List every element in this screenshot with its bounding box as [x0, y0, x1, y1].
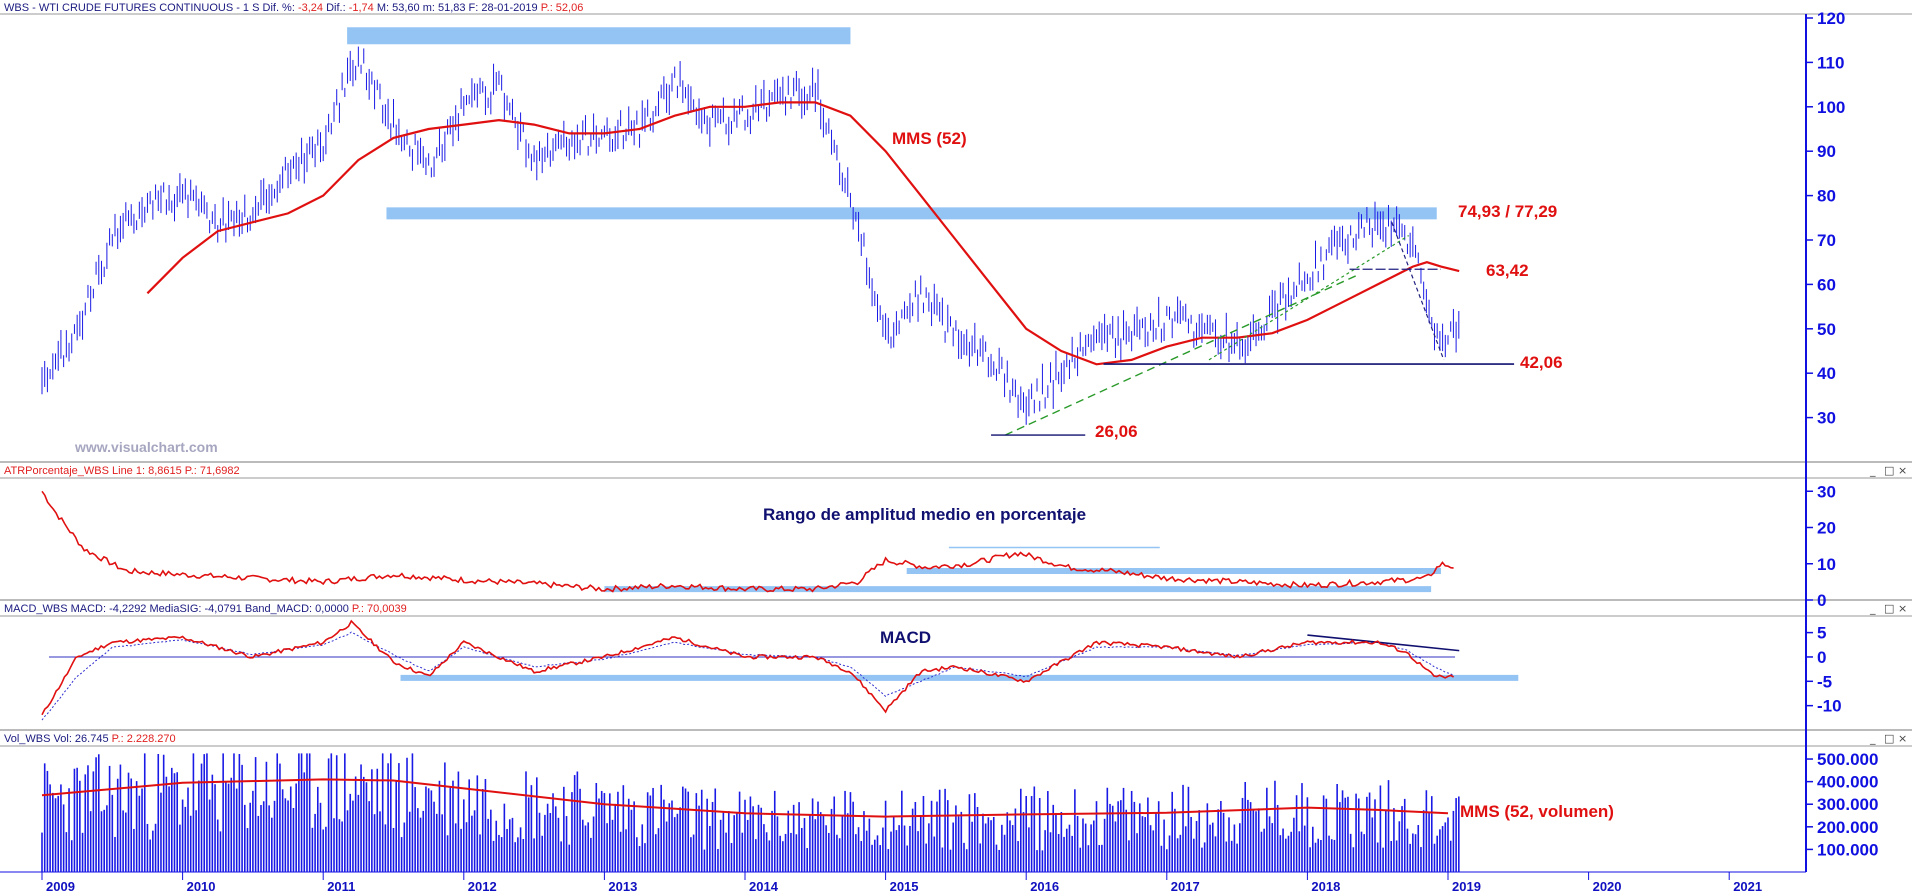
- x-axis-year-label: 2013: [608, 879, 637, 892]
- watermark: www.visualchart.com: [74, 439, 218, 455]
- price-axis-tick-label: 80: [1817, 187, 1836, 206]
- price-axis-tick-label: 120: [1817, 9, 1845, 28]
- price-panel-title: WBS - WTI CRUDE FUTURES CONTINUOUS - 1 S…: [4, 2, 583, 14]
- close-icon[interactable]: ×: [1898, 602, 1907, 615]
- volume-axis-tick-label: 200.000: [1817, 818, 1878, 837]
- ma52-label: MMS (52): [892, 129, 967, 148]
- volume-axis-tick-label: 500.000: [1817, 750, 1878, 769]
- macd-axis-tick-label: -10: [1817, 697, 1842, 716]
- x-axis-year-label: 2018: [1311, 879, 1340, 892]
- atr-zone-mid: [906, 568, 1441, 574]
- volume-ma-line: [41, 778, 1449, 818]
- ma52-line: [146, 101, 1460, 366]
- price-axis-tick-label: 30: [1817, 409, 1836, 428]
- minimize-icon[interactable]: _: [1869, 602, 1876, 615]
- x-axis-year-label: 2021: [1733, 879, 1762, 892]
- restore-icon[interactable]: □: [1884, 732, 1894, 745]
- minimize-icon[interactable]: _: [1869, 732, 1876, 745]
- price-axis-tick-label: 110: [1817, 53, 1844, 72]
- volume-axis-tick-label: 300.000: [1817, 795, 1878, 814]
- price-axis-tick-label: 40: [1817, 364, 1836, 383]
- macd-axis-tick-label: -5: [1817, 672, 1832, 691]
- level-high-label: 74,93 / 77,29: [1458, 202, 1557, 221]
- minimize-icon[interactable]: _: [1869, 464, 1876, 477]
- atr-axis-tick-label: 0: [1817, 591, 1826, 610]
- atr-line: [41, 490, 1454, 593]
- volume-window-controls[interactable]: _ □ ×: [1869, 732, 1907, 745]
- x-axis-year-label: 2009: [46, 879, 75, 892]
- price-axis-tick-label: 70: [1817, 231, 1836, 250]
- macd-line: [41, 619, 1454, 716]
- level-min-label: 26,06: [1095, 422, 1138, 441]
- atr-axis-tick-label: 10: [1817, 555, 1836, 574]
- x-axis-year-label: 2010: [187, 879, 216, 892]
- trendline-down: [1391, 222, 1445, 361]
- resistance-zone-top: [347, 27, 851, 45]
- atr-zone-low: [604, 586, 1432, 593]
- volume-panel-title: Vol_WBS Vol: 26.745 P.: 2.228.270: [4, 733, 176, 745]
- x-axis-year-label: 2020: [1593, 879, 1622, 892]
- x-axis-year-label: 2017: [1171, 879, 1200, 892]
- price-axis-tick-label: 100: [1817, 98, 1845, 117]
- macd-zone: [400, 674, 1519, 681]
- x-axis-year-label: 2015: [890, 879, 919, 892]
- atr-window-controls[interactable]: _ □ ×: [1869, 464, 1907, 477]
- volume-ma-label: MMS (52, volumen): [1460, 802, 1614, 821]
- level-mid-label: 63,42: [1486, 261, 1529, 280]
- macd-window-controls[interactable]: _ □ ×: [1869, 602, 1907, 615]
- macd-axis-tick-label: 5: [1817, 624, 1826, 643]
- close-icon[interactable]: ×: [1898, 464, 1907, 477]
- atr-axis-tick-label: 20: [1817, 519, 1836, 538]
- level-low-label: 42,06: [1520, 353, 1563, 372]
- resistance-zone-mid: [386, 207, 1437, 220]
- atr-panel-title: ATRPorcentaje_WBS Line 1: 8,8615 P.: 71,…: [4, 465, 240, 477]
- macd-panel[interactable]: [0, 616, 1806, 730]
- price-axis-tick-label: 90: [1817, 142, 1836, 161]
- x-axis-year-label: 2016: [1030, 879, 1059, 892]
- macd-trendline: [1307, 634, 1460, 652]
- restore-icon[interactable]: □: [1884, 464, 1894, 477]
- x-axis-year-label: 2019: [1452, 879, 1481, 892]
- volume-axis-tick-label: 400.000: [1817, 773, 1878, 792]
- macd-label: MACD: [880, 628, 931, 647]
- close-icon[interactable]: ×: [1898, 732, 1907, 745]
- x-axis-year-label: 2011: [327, 879, 355, 892]
- x-axis-year-label: 2014: [749, 879, 779, 892]
- price-axis-tick-label: 60: [1817, 275, 1836, 294]
- x-axis-year-label: 2012: [468, 879, 497, 892]
- price-axis-tick-label: 50: [1817, 320, 1836, 339]
- volume-axis-tick-label: 100.000: [1817, 840, 1878, 859]
- macd-panel-title: MACD_WBS MACD: -4,2292 MediaSIG: -4,0791…: [4, 603, 407, 615]
- atr-axis-tick-label: 30: [1817, 482, 1836, 501]
- restore-icon[interactable]: □: [1884, 602, 1894, 615]
- macd-axis-tick-label: 0: [1817, 648, 1826, 667]
- atr-label: Rango de amplitud medio en porcentaje: [763, 505, 1086, 524]
- price-panel[interactable]: [0, 14, 1806, 462]
